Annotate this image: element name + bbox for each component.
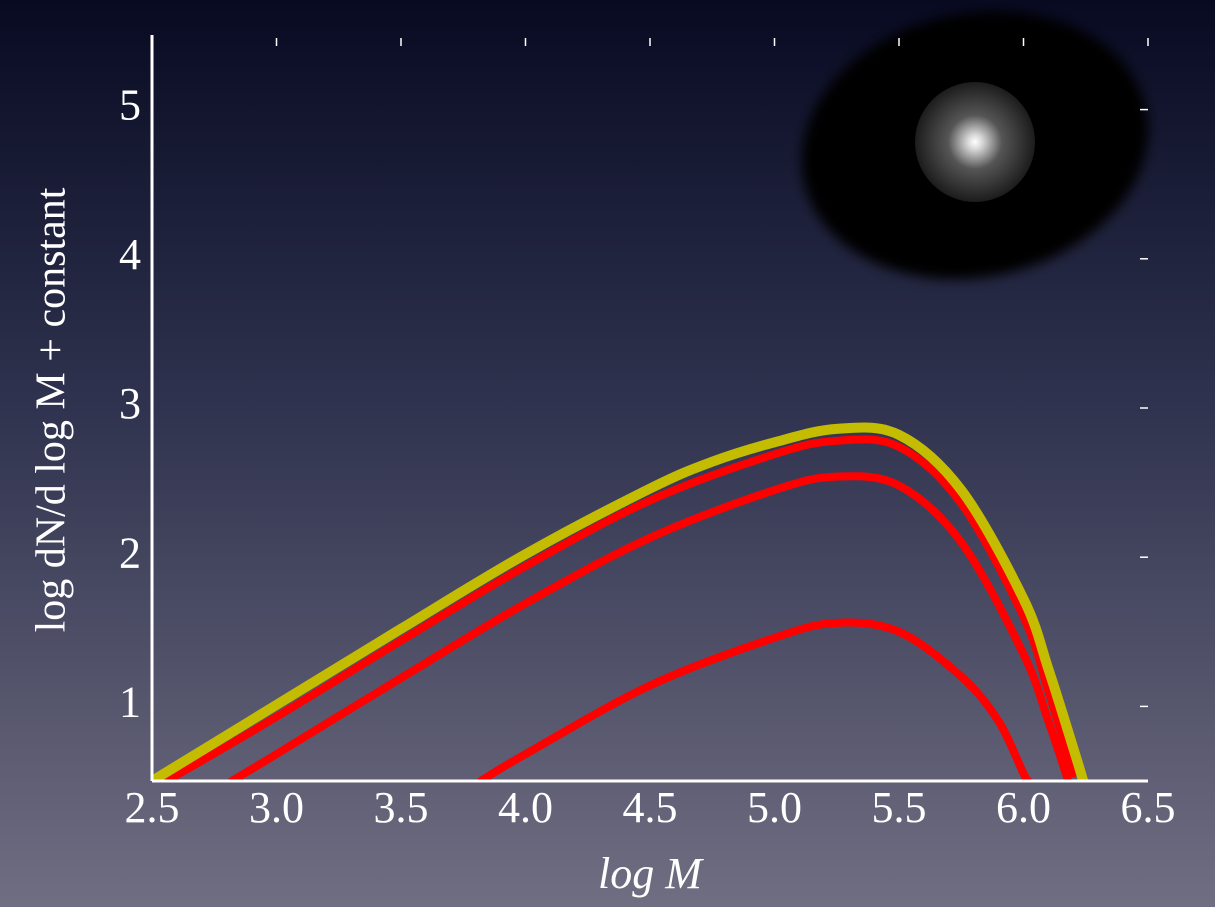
x-tick-label: 2.5 [125, 783, 180, 832]
x-tick-label: 4.0 [498, 783, 553, 832]
x-tick-label: 4.5 [623, 783, 678, 832]
cluster [915, 82, 1035, 202]
x-tick-label: 3.0 [249, 783, 304, 832]
x-axis-label: log M [598, 849, 704, 898]
data-line [152, 422, 1089, 781]
x-tick-label: 6.5 [1121, 783, 1176, 832]
x-tick-label: 3.5 [374, 783, 429, 832]
x-tick-label: 5.0 [747, 783, 802, 832]
plot-area [152, 422, 1089, 781]
data-line [227, 472, 1073, 781]
y-axis-label: log dN/d log M + constant [29, 187, 75, 632]
x-tick-label: 5.5 [872, 783, 927, 832]
y-tick-label: 5 [119, 81, 141, 130]
data-line [162, 435, 1078, 781]
y-tick-label: 4 [119, 230, 141, 279]
cluster-image [801, 10, 1149, 280]
y-tick-label: 3 [119, 379, 141, 428]
data-line [476, 618, 1033, 781]
x-tick-label: 6.0 [996, 783, 1051, 832]
y-tick-label: 1 [119, 677, 141, 726]
y-tick-label: 2 [119, 528, 141, 577]
